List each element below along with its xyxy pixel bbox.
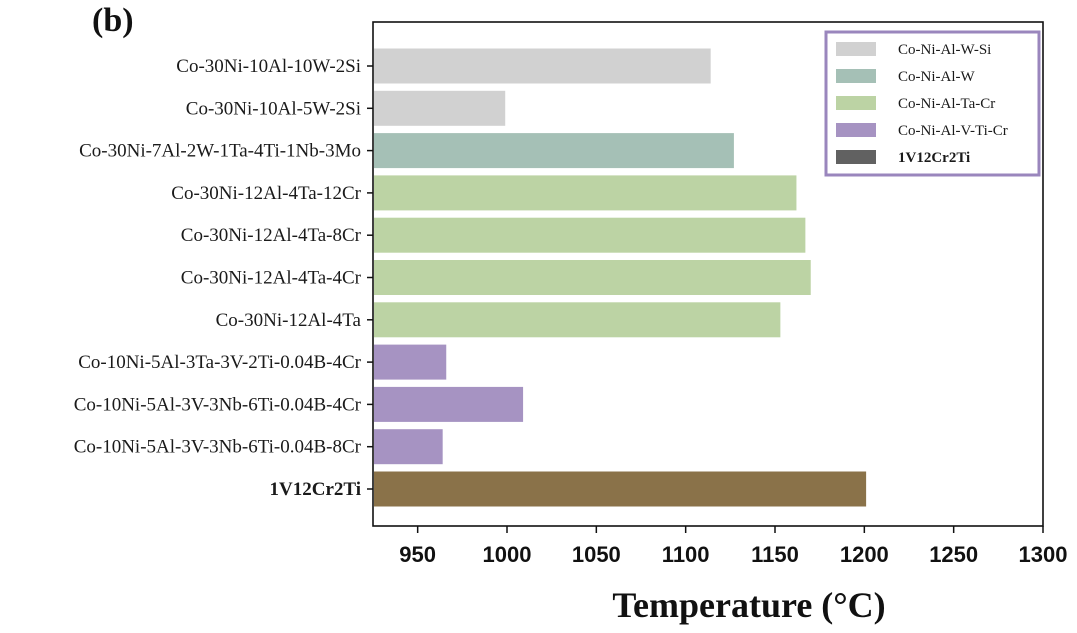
bar-1 (374, 48, 711, 84)
panel-label: (b) (92, 2, 134, 39)
legend-label: Co-Ni-Al-W (898, 69, 975, 85)
x-tick-label: 1100 (662, 542, 710, 567)
x-ticks: 950 1000 1050 1100 1150 1200 1250 1300 (399, 526, 1067, 567)
bar-9 (374, 386, 524, 422)
category-labels: Co-30Ni-10Al-10W-2Si Co-30Ni-10Al-5W-2Si C… (74, 56, 373, 500)
legend-label: Co-Ni-Al-W-Si (898, 42, 991, 58)
category-label: Co-30Ni-10Al-10W-2Si (176, 56, 361, 77)
category-label: Co-10Ni-5Al-3V-3Nb-6Ti-0.04B-4Cr (74, 394, 362, 415)
legend-swatch (836, 123, 876, 137)
bar-6 (374, 260, 811, 295)
x-tick-label: 950 (399, 542, 436, 567)
legend-swatch (836, 150, 876, 164)
axes (372, 21, 1044, 527)
category-label: Co-30Ni-12Al-4Ta-4Cr (181, 268, 362, 289)
category-label: 1V12Cr2Ti (270, 479, 361, 500)
category-label: Co-10Ni-5Al-3Ta-3V-2Ti-0.04B-4Cr (78, 352, 361, 373)
legend-label: 1V12Cr2Ti (898, 150, 970, 166)
category-label: Co-10Ni-5Al-3V-3Nb-6Ti-0.04B-8Cr (74, 437, 362, 458)
category-label: Co-30Ni-12Al-4Ta (216, 310, 362, 331)
bar-2 (374, 90, 506, 126)
category-label: Co-30Ni-7Al-2W-1Ta-4Ti-1Nb-3Mo (79, 141, 361, 162)
legend-swatch (836, 69, 876, 83)
legend: Co-Ni-Al-W-Si Co-Ni-Al-W Co-Ni-Al-Ta-Cr Co-… (824, 30, 1041, 177)
bar-7 (374, 302, 781, 338)
plot-frame (372, 21, 1044, 527)
category-label: Co-30Ni-12Al-4Ta-8Cr (181, 225, 362, 246)
legend-swatch (836, 96, 876, 110)
x-tick-label: 1300 (1019, 542, 1068, 567)
x-tick-label: 1250 (929, 542, 978, 567)
category-label: Co-30Ni-12Al-4Ta-12Cr (171, 183, 361, 204)
category-label: Co-30Ni-10Al-5W-2Si (186, 98, 361, 119)
bar-5 (374, 217, 806, 253)
bar-3 (374, 133, 734, 169)
x-tick-label: 1200 (840, 542, 889, 567)
x-tick-label: 1150 (751, 542, 799, 567)
legend-label: Co-Ni-Al-V-Ti-Cr (898, 123, 1008, 139)
bar-11 (374, 471, 867, 507)
x-tick-label: 1000 (483, 542, 532, 567)
bar-4 (374, 175, 797, 211)
bars-layer (374, 48, 867, 507)
bar-10 (374, 429, 443, 465)
legend-label: Co-Ni-Al-Ta-Cr (898, 96, 995, 112)
legend-swatch (836, 42, 876, 56)
x-axis-title: Temperature (°C) (612, 585, 885, 625)
x-tick-label: 1050 (572, 542, 621, 567)
bar-8 (374, 344, 447, 380)
